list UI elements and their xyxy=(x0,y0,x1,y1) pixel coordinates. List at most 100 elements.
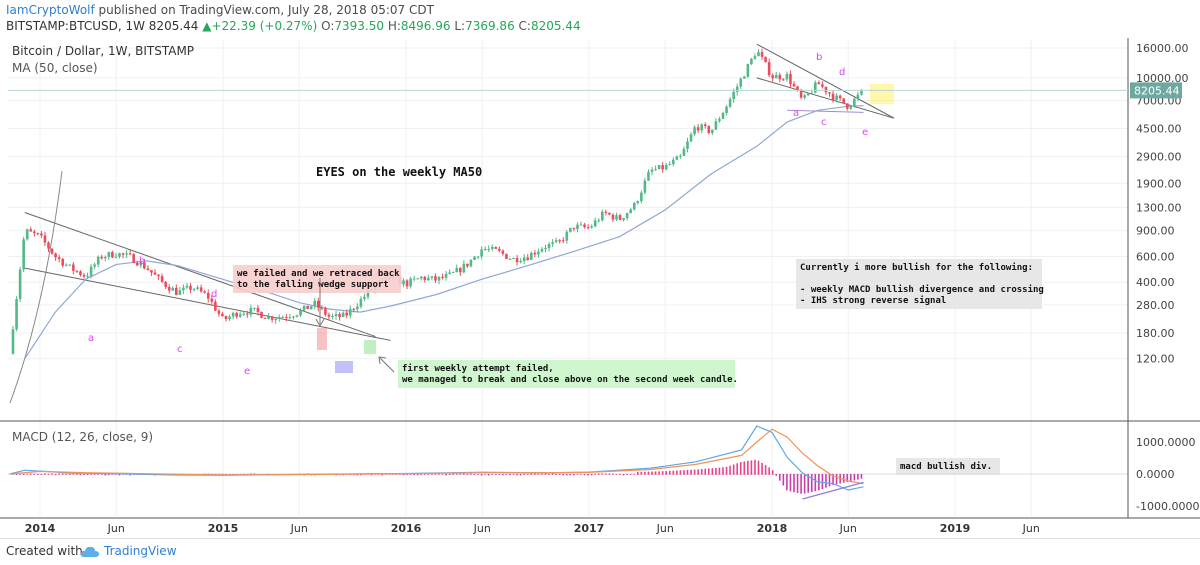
candle-body xyxy=(125,253,128,255)
candle-body xyxy=(817,82,821,85)
candle-body xyxy=(466,263,469,267)
candle-body xyxy=(93,264,96,267)
macd-div-note-bg xyxy=(896,458,1000,475)
time-tick-label: 2017 xyxy=(574,522,605,535)
candle-body xyxy=(728,99,732,107)
candle-body xyxy=(551,242,554,245)
macd-tick-label: -1000.0000 xyxy=(1136,500,1199,513)
time-tick-label: Jun xyxy=(839,522,857,535)
price-tick-label: 16000.00 xyxy=(1136,42,1189,55)
candle-body xyxy=(838,95,842,99)
candle-body xyxy=(799,90,803,98)
candle-body xyxy=(331,315,334,317)
candle-body xyxy=(803,95,806,98)
last-price: 8205.44 xyxy=(148,19,199,33)
low-label: L: xyxy=(454,19,466,33)
candle-body xyxy=(430,276,434,278)
candle-body xyxy=(277,317,281,319)
candle-body xyxy=(68,264,72,266)
first-attempt-note-line: first weekly attempt failed, xyxy=(402,363,554,374)
candle-body xyxy=(274,318,277,320)
candle-body xyxy=(554,240,558,243)
candle-body xyxy=(363,296,366,299)
candle-body xyxy=(796,86,799,91)
candle-body xyxy=(583,224,586,228)
candle-body xyxy=(281,316,285,318)
candle-body xyxy=(601,211,604,221)
candle-body xyxy=(842,98,845,104)
candle-body xyxy=(743,76,746,79)
tradingview-brand[interactable]: TradingView xyxy=(104,544,177,558)
first-attempt-note-bg xyxy=(398,360,735,388)
candle-body xyxy=(537,251,540,255)
candle-body xyxy=(725,106,728,113)
price-tick-label: 4500.00 xyxy=(1136,123,1182,136)
candle-body xyxy=(285,316,288,318)
candle-body xyxy=(221,313,224,317)
candle-body xyxy=(455,268,459,273)
candle-body xyxy=(853,98,856,107)
candle-body xyxy=(427,277,430,281)
last-price-badge xyxy=(1130,82,1182,99)
retrace-highlight-red xyxy=(317,328,327,350)
candle-body xyxy=(405,280,409,287)
candle-body xyxy=(757,52,760,57)
candle-body xyxy=(530,252,533,260)
candle-body xyxy=(711,129,714,133)
candle-body xyxy=(608,212,611,215)
candle-body xyxy=(47,242,50,249)
candle-body xyxy=(526,257,530,260)
open-label: O: xyxy=(321,19,335,33)
candle-body xyxy=(107,252,111,257)
candle-body xyxy=(512,257,515,259)
candle-body xyxy=(11,329,15,354)
wedge-upper-right xyxy=(756,43,895,119)
candle-body xyxy=(100,256,104,259)
retrace-arrowhead xyxy=(315,318,325,328)
candle-body xyxy=(448,272,451,274)
wedge-lower-left xyxy=(24,267,391,341)
candle-body xyxy=(476,256,480,258)
candle-body xyxy=(696,127,700,131)
author-link[interactable]: IamCryptoWolf xyxy=(6,3,95,17)
candle-body xyxy=(228,316,231,320)
candle-body xyxy=(89,266,93,276)
change-up-arrow-icon: ▲ xyxy=(202,19,212,33)
price-chart[interactable]: EYES on the weekly MA50 we failed and we … xyxy=(0,38,1200,538)
candle-body xyxy=(79,271,82,276)
candle-body xyxy=(522,257,526,262)
candle-body xyxy=(249,307,253,315)
candle-body xyxy=(359,298,363,307)
candle-body xyxy=(849,106,853,109)
candle-body xyxy=(693,127,696,135)
candle-body xyxy=(121,253,125,255)
candle-body xyxy=(640,192,643,202)
candle-body xyxy=(114,256,118,258)
candle-body xyxy=(700,124,703,131)
candle-body xyxy=(419,276,423,279)
time-tick-label: Jun xyxy=(473,522,491,535)
candle-body xyxy=(750,58,753,65)
candle-body xyxy=(82,275,86,277)
candle-body xyxy=(40,233,43,236)
candle-body xyxy=(501,250,505,254)
candle-body xyxy=(348,308,352,316)
candle-body xyxy=(192,288,196,290)
candle-body xyxy=(320,307,324,309)
candle-body xyxy=(306,305,309,309)
price-tick-label: 10000.00 xyxy=(1136,72,1189,85)
candle-body xyxy=(650,169,654,172)
candle-body xyxy=(402,280,405,285)
wave-label-left: c xyxy=(177,344,183,355)
candle-body xyxy=(292,316,295,318)
bullish-note-bg xyxy=(796,259,1042,309)
annotations: EYES on the weekly MA50 we failed and we … xyxy=(88,52,1044,475)
candle-body xyxy=(487,248,490,250)
candle-body xyxy=(824,86,828,93)
candle-body xyxy=(242,313,246,315)
candle-body xyxy=(171,287,175,291)
retrace-highlight-blue xyxy=(335,361,353,373)
candle-body xyxy=(345,312,348,316)
footer: Created with TradingView xyxy=(0,538,1200,565)
candle-body xyxy=(469,259,473,267)
